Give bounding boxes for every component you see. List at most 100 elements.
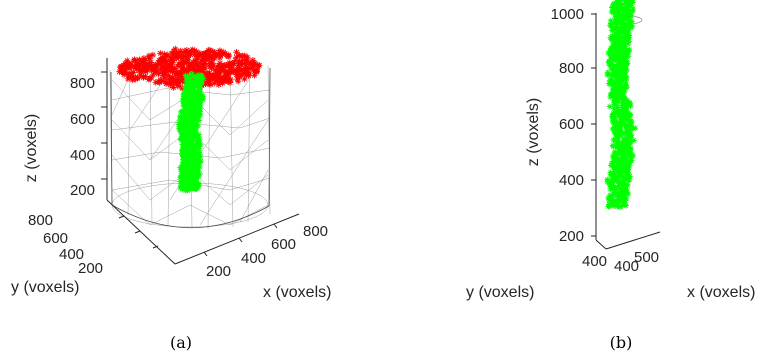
data-point <box>618 143 625 149</box>
data-point <box>175 49 182 56</box>
data-point <box>616 20 623 27</box>
data-point <box>180 131 187 138</box>
data-point <box>141 57 148 64</box>
data-point <box>182 119 189 125</box>
data-point <box>182 180 189 186</box>
data-point <box>622 197 629 204</box>
data-point <box>189 71 196 78</box>
data-point <box>205 79 212 86</box>
data-point <box>176 117 183 124</box>
data-point <box>193 80 199 87</box>
data-point <box>625 171 632 178</box>
z-axis-label: z (voxels) <box>525 98 542 166</box>
data-point <box>621 0 628 7</box>
data-point <box>187 119 194 126</box>
data-point <box>177 47 184 55</box>
data-point <box>180 91 187 98</box>
data-point <box>624 150 631 157</box>
data-point <box>618 198 624 204</box>
data-point <box>188 137 195 144</box>
data-point <box>179 63 186 71</box>
data-point <box>225 51 232 59</box>
data-point <box>195 145 202 152</box>
data-point <box>216 54 223 62</box>
data-point <box>614 190 621 197</box>
data-point <box>221 62 228 69</box>
data-point <box>609 186 616 193</box>
data-point <box>211 80 218 87</box>
data-point <box>192 167 199 174</box>
data-point <box>185 150 192 157</box>
data-point <box>609 113 616 120</box>
data-point <box>624 124 630 131</box>
series-layer-b <box>604 0 639 210</box>
data-point <box>234 68 241 75</box>
data-point <box>198 72 205 79</box>
data-point <box>608 162 615 169</box>
data-point <box>616 47 623 54</box>
data-point <box>616 77 623 83</box>
data-point <box>180 98 187 105</box>
data-point <box>169 68 176 75</box>
data-point <box>194 76 201 82</box>
data-point <box>613 52 620 59</box>
data-point <box>183 181 190 188</box>
data-point <box>183 122 189 129</box>
data-point <box>138 66 147 74</box>
data-point <box>605 203 612 210</box>
data-point <box>182 149 189 156</box>
data-point <box>620 58 627 65</box>
data-point <box>613 32 620 39</box>
data-point <box>623 116 630 123</box>
data-point <box>183 58 190 66</box>
data-point <box>611 156 618 163</box>
data-point <box>129 76 136 84</box>
data-point <box>619 2 626 9</box>
data-point <box>193 114 200 121</box>
data-point <box>120 71 128 78</box>
data-point <box>160 63 167 70</box>
data-point <box>204 71 212 79</box>
data-point <box>212 77 219 84</box>
data-point <box>191 47 198 54</box>
data-point <box>229 64 236 72</box>
data-point <box>196 50 204 57</box>
y-axis-label: y (voxels) <box>466 284 534 301</box>
x-tick-label: 500 <box>634 249 659 266</box>
z-tick-label: 800 <box>559 60 584 77</box>
data-point <box>630 153 637 160</box>
y-tick-label: 600 <box>43 230 68 247</box>
data-point <box>244 54 251 61</box>
data-point <box>622 154 629 161</box>
data-point <box>613 159 619 166</box>
data-point <box>623 31 630 38</box>
data-point <box>216 50 223 57</box>
data-point <box>606 103 613 110</box>
data-point <box>196 65 203 73</box>
data-point <box>125 71 133 79</box>
y-axis-label: y (voxels) <box>11 279 79 296</box>
data-point <box>180 54 188 61</box>
data-point <box>625 152 632 159</box>
data-point <box>193 144 200 151</box>
data-point <box>605 71 612 78</box>
data-point <box>195 134 202 141</box>
y-tick-label: 400 <box>582 253 607 270</box>
data-point <box>196 136 203 143</box>
data-point <box>249 57 257 64</box>
data-point <box>193 175 200 182</box>
panel-caption-a: (a) <box>170 333 192 352</box>
data-point <box>208 60 216 68</box>
data-point <box>627 157 634 164</box>
data-point <box>610 143 617 150</box>
data-point <box>196 98 203 105</box>
data-point <box>124 57 131 64</box>
data-point <box>211 72 218 79</box>
data-point <box>216 62 223 69</box>
data-point <box>190 185 197 191</box>
data-point <box>200 75 207 82</box>
data-point <box>621 101 628 108</box>
data-point <box>161 75 169 82</box>
data-point <box>617 139 623 146</box>
data-point <box>183 78 190 84</box>
